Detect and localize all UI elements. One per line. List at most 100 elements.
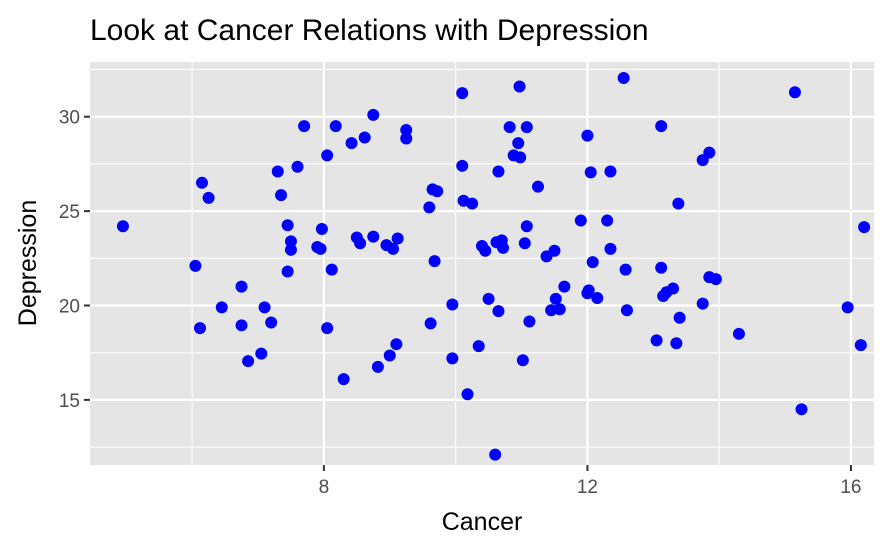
data-point: [383, 349, 396, 362]
data-point: [284, 243, 297, 256]
data-point: [428, 255, 441, 268]
data-point: [604, 242, 617, 255]
y-axis-title: Depression: [14, 200, 42, 326]
data-point: [841, 301, 854, 314]
data-point: [446, 298, 459, 311]
data-point: [329, 120, 342, 133]
data-point: [591, 291, 604, 304]
data-point: [235, 280, 248, 293]
data-point: [255, 347, 268, 360]
data-point: [655, 120, 668, 133]
data-point: [371, 360, 384, 373]
data-point: [520, 121, 533, 134]
data-point: [116, 220, 129, 233]
data-point: [672, 197, 685, 210]
data-point: [512, 137, 525, 150]
data-point: [400, 123, 413, 136]
data-point: [788, 86, 801, 99]
data-point: [194, 322, 207, 335]
data-point: [321, 322, 334, 335]
data-point: [431, 185, 444, 198]
data-point: [584, 166, 597, 179]
data-point: [549, 292, 562, 305]
data-point: [520, 220, 533, 233]
data-point: [235, 319, 248, 332]
data-point: [795, 403, 808, 416]
data-point: [667, 282, 680, 295]
data-point: [516, 354, 529, 367]
data-point: [367, 108, 380, 121]
x-tick-label: 16: [840, 477, 861, 498]
data-point: [456, 159, 469, 172]
data-point: [387, 242, 400, 255]
data-point: [325, 263, 338, 276]
y-tick-label: 30: [59, 108, 80, 129]
data-points: [116, 72, 871, 461]
data-point: [367, 230, 380, 243]
data-point: [581, 129, 594, 142]
data-point: [548, 244, 561, 257]
x-tick-label: 8: [319, 477, 330, 498]
data-point: [732, 327, 745, 340]
panel-background: [90, 62, 874, 465]
data-point: [242, 355, 255, 368]
data-point: [574, 214, 587, 227]
data-point: [466, 197, 479, 210]
data-point: [390, 338, 403, 351]
data-point: [604, 165, 617, 178]
y-tick-label: 25: [59, 202, 80, 223]
data-point: [215, 301, 228, 314]
data-point: [492, 305, 505, 318]
minor-grid: [90, 62, 874, 465]
data-point: [854, 339, 867, 352]
major-grid: [90, 62, 874, 465]
data-point: [492, 165, 505, 178]
chart-title: Look at Cancer Relations with Depression: [90, 14, 649, 47]
data-point: [345, 137, 358, 150]
data-point: [314, 242, 327, 255]
data-point: [673, 311, 686, 324]
data-point: [461, 388, 474, 401]
axis-ticks: [84, 115, 852, 471]
data-point: [532, 180, 544, 193]
data-point: [358, 131, 371, 144]
data-point: [479, 244, 492, 257]
data-point: [391, 232, 404, 245]
data-point: [424, 317, 437, 330]
x-tick-label: 12: [577, 477, 598, 498]
data-point: [670, 337, 683, 350]
data-point: [196, 176, 208, 189]
data-point: [281, 265, 294, 278]
data-point: [558, 280, 571, 293]
data-point: [446, 352, 459, 365]
data-point: [650, 334, 663, 347]
data-point: [337, 373, 350, 386]
data-point: [291, 160, 304, 173]
data-point: [298, 120, 311, 133]
data-point: [265, 316, 278, 329]
data-point: [655, 261, 668, 274]
data-point: [523, 315, 536, 328]
data-point: [586, 256, 599, 269]
data-point: [400, 132, 413, 145]
data-point: [275, 189, 288, 202]
data-point: [258, 301, 271, 314]
data-point: [489, 448, 502, 461]
data-point: [271, 165, 284, 178]
data-point: [456, 87, 469, 100]
data-point: [709, 273, 722, 286]
data-point: [281, 219, 294, 232]
data-point: [503, 121, 516, 134]
data-point: [582, 284, 595, 297]
data-point: [858, 221, 871, 234]
data-point: [321, 149, 334, 162]
data-point: [202, 191, 215, 204]
data-point: [514, 151, 527, 164]
data-point: [284, 235, 297, 248]
data-point: [518, 237, 531, 250]
y-tick-label: 20: [59, 296, 80, 317]
data-point: [472, 340, 485, 353]
y-tick-label: 15: [59, 391, 80, 412]
data-point: [703, 146, 716, 159]
